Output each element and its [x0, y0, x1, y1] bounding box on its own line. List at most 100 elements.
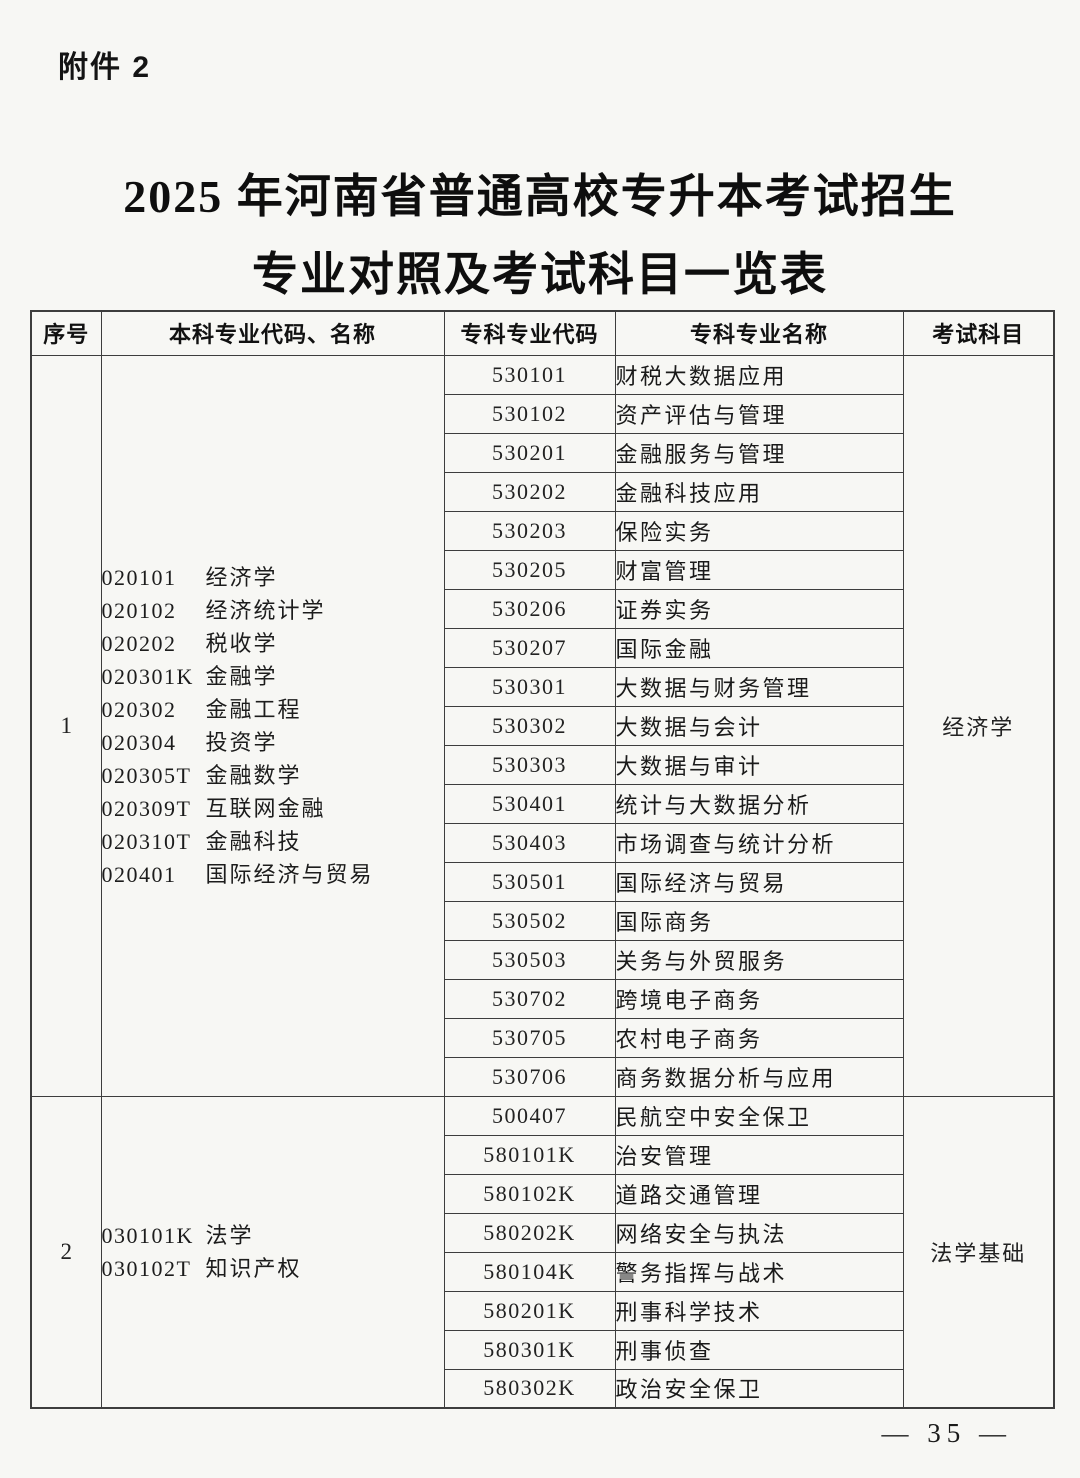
col-header-undergrad-code-name: 本科专业代码、名称	[100, 310, 445, 356]
undergrad-major-line: 030101K 法学	[102, 1219, 443, 1252]
vocational-code-cell: 530502	[443, 900, 616, 941]
table-row: 580102K 道路交通管理	[31, 1173, 1054, 1214]
table-row: 530501 国际经济与贸易	[31, 861, 1054, 902]
table-row: 530202 金融科技应用	[31, 471, 1054, 512]
vocational-name-cell: 保险实务	[614, 510, 904, 551]
vocational-name-cell: 金融科技应用	[614, 471, 904, 512]
table-row: 530207 国际金融	[31, 627, 1054, 668]
vocational-code-cell: 530702	[443, 978, 616, 1019]
table-row: 530303 大数据与审计	[31, 744, 1054, 785]
vocational-name-cell: 大数据与财务管理	[614, 666, 904, 707]
undergrad-major-code: 020304	[101, 729, 177, 755]
table-row: 580104K 警务指挥与战术	[31, 1251, 1054, 1292]
vocational-code-cell: 530203	[443, 510, 616, 551]
undergrad-major-code: 020305T	[101, 762, 192, 788]
vocational-code-cell: 530403	[443, 822, 616, 863]
table-row: 580202K 网络安全与执法	[31, 1212, 1054, 1253]
undergrad-major-line: 020101 经济学	[102, 561, 443, 594]
vocational-code-cell: 530102	[443, 393, 616, 434]
document-title: 2025 年河南省普通高校专升本考试招生 专业对照及考试科目一览表	[0, 158, 1080, 314]
vocational-code-cell: 530401	[443, 783, 616, 824]
vocational-name-cell: 财税大数据应用	[614, 354, 904, 395]
vocational-code-cell: 580202K	[443, 1212, 616, 1253]
table-header-row: 序号 本科专业代码、名称 专科专业代码 专科专业名称 考试科目	[30, 310, 1055, 356]
serial-cell: 1	[30, 354, 102, 1097]
table-row: 530502 国际商务	[31, 900, 1054, 941]
vocational-name-cell: 大数据与会计	[614, 705, 904, 746]
table-row: 530705 农村电子商务	[31, 1017, 1054, 1058]
undergrad-major-code: 020401	[101, 861, 177, 887]
vocational-code-cell: 530503	[443, 939, 616, 980]
undergrad-major-name: 知识产权	[205, 1255, 302, 1281]
undergrad-major-line: 020304 投资学	[101, 726, 443, 759]
undergrad-major-line: 020401 国际经济与贸易	[101, 858, 443, 891]
vocational-name-cell: 刑事侦查	[614, 1329, 904, 1370]
page-number: — 35 —	[881, 1418, 1012, 1448]
vocational-code-cell: 580101K	[443, 1134, 616, 1175]
document-title-line1: 2025 年河南省普通高校专升本考试招生	[123, 171, 957, 222]
undergrad-major-line: 030102T 知识产权	[101, 1252, 443, 1285]
vocational-name-cell: 市场调查与统计分析	[614, 822, 904, 863]
vocational-code-cell: 580301K	[443, 1329, 616, 1370]
vocational-code-cell: 530101	[443, 354, 616, 395]
table-row: 1 020101 经济学 020102 经济统计学 020202 税收学 020301K 金融学…	[30, 354, 1055, 1097]
table-row: 530302 大数据与会计	[31, 705, 1054, 746]
undergrad-major-code: 020310T	[101, 828, 192, 854]
vocational-code-cell: 580104K	[443, 1251, 616, 1292]
undergrad-major-name: 互联网金融	[205, 795, 326, 821]
undergrad-major-code: 020301K	[101, 663, 194, 689]
vocational-name-cell: 金融服务与管理	[614, 432, 904, 473]
vocational-name-cell: 政治安全保卫	[614, 1368, 904, 1409]
vocational-code-cell: 530303	[443, 744, 616, 785]
undergrad-major-line: 020305T 金融数学	[101, 759, 443, 792]
vocational-name-cell: 国际商务	[614, 900, 904, 941]
vocational-name-cell: 治安管理	[614, 1134, 904, 1175]
vocational-name-cell: 关务与外贸服务	[614, 939, 904, 980]
vocational-name-cell: 农村电子商务	[614, 1017, 904, 1058]
exam-subject-cell: 经济学	[902, 354, 1055, 1097]
vocational-code-cell: 580102K	[443, 1173, 616, 1214]
undergrad-major-name: 金融数学	[205, 762, 302, 788]
undergrad-major-line: 020102 经济统计学	[101, 594, 443, 627]
serial-cell: 2	[30, 1095, 102, 1409]
undergrad-major-line: 020310T 金融科技	[101, 825, 443, 858]
document-title-line2: 专业对照及考试科目一览表	[252, 249, 828, 300]
vocational-code-cell: 530706	[443, 1056, 616, 1097]
table-row: 580302K 政治安全保卫	[31, 1368, 1054, 1409]
undergrad-major-name: 税收学	[205, 630, 278, 656]
table-row: 580301K 刑事侦查	[31, 1329, 1054, 1370]
vocational-name-cell: 国际金融	[614, 627, 904, 668]
table-body: 1 020101 经济学 020102 经济统计学 020202 税收学 020301K 金融学…	[30, 354, 1055, 1409]
undergrad-major-name: 投资学	[205, 729, 278, 755]
undergrad-major-code: 020309T	[101, 795, 192, 821]
undergrad-major-code: 030102T	[101, 1255, 192, 1281]
vocational-name-cell: 财富管理	[614, 549, 904, 590]
vocational-code-cell: 580201K	[443, 1290, 616, 1331]
undergrad-majors-cell: 020101 经济学 020102 经济统计学 020202 税收学 020301K 金融学 0…	[100, 354, 445, 1097]
vocational-code-cell: 530207	[443, 627, 616, 668]
exam-subject-table: 序号 本科专业代码、名称 专科专业代码 专科专业名称 考试科目 1 020101 经…	[30, 310, 1055, 1409]
vocational-name-cell: 资产评估与管理	[614, 393, 904, 434]
undergrad-major-name: 经济学	[205, 564, 278, 590]
attachment-label: 附件 2	[58, 51, 152, 84]
vocational-name-cell: 大数据与审计	[614, 744, 904, 785]
undergrad-major-code: 020102	[101, 597, 177, 623]
table-row: 2 030101K 法学 030102T 知识产权 500407 民航空中安全保卫 法学基础	[30, 1095, 1055, 1409]
exam-subject-cell: 法学基础	[902, 1095, 1055, 1409]
vocational-code-cell: 530301	[443, 666, 616, 707]
table-row: 530403 市场调查与统计分析	[31, 822, 1054, 863]
table-row: 530205 财富管理	[31, 549, 1054, 590]
undergrad-major-line: 020301K 金融学	[101, 660, 443, 693]
table-row: 530102 资产评估与管理	[31, 393, 1054, 434]
vocational-name-cell: 跨境电子商务	[614, 978, 904, 1019]
vocational-name-cell: 证券实务	[614, 588, 904, 629]
vocational-code-cell: 500407	[443, 1095, 616, 1136]
col-header-exam-subject: 考试科目	[902, 310, 1055, 356]
table-row: 530706 商务数据分析与应用	[31, 1056, 1054, 1097]
vocational-name-cell: 国际经济与贸易	[614, 861, 904, 902]
vocational-code-cell: 530206	[443, 588, 616, 629]
vocational-name-cell: 道路交通管理	[614, 1173, 904, 1214]
undergrad-major-line: 020202 税收学	[102, 627, 443, 660]
vocational-name-cell: 警务指挥与战术	[614, 1251, 904, 1292]
vocational-code-cell: 530501	[443, 861, 616, 902]
